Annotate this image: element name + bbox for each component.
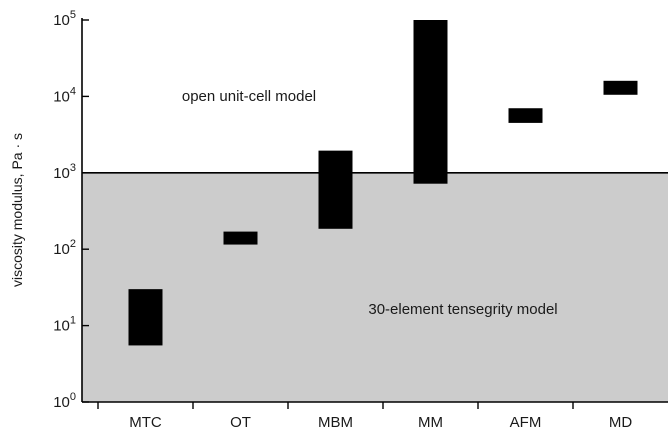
region-label-lower: 30-element tensegrity model <box>368 301 557 318</box>
x-ticks: MTC OT MBM MM AFM MD <box>97 402 632 431</box>
x-tick-label-md: MD <box>609 414 632 431</box>
x-tick-label-mm: MM <box>418 414 443 431</box>
region-label-upper: open unit-cell model <box>182 88 316 105</box>
y-tick-label-2: 102 <box>53 238 76 258</box>
range-bar-mtc <box>128 289 163 346</box>
y-tick-label-5: 105 <box>53 9 76 29</box>
range-bar-mbm <box>318 150 353 229</box>
range-bar-afm <box>508 108 543 123</box>
x-tick-label-mbm: MBM <box>318 414 353 431</box>
range-bar-mm <box>413 20 448 184</box>
x-tick-label-mtc: MTC <box>129 414 162 431</box>
x-tick-label-ot: OT <box>230 414 251 431</box>
lower-region-shade <box>82 172 668 402</box>
range-bar-ot <box>223 231 258 245</box>
range-bar-md <box>603 80 638 95</box>
y-ticks: 100 101 102 103 104 105 <box>53 9 89 411</box>
range-bars <box>128 20 638 346</box>
y-tick-label-0: 100 <box>53 391 76 411</box>
y-tick-label-4: 104 <box>53 85 76 105</box>
x-tick-label-afm: AFM <box>510 414 542 431</box>
y-axis-label: viscosity modulus, Pa · s <box>9 133 25 287</box>
y-tick-label-3: 103 <box>53 162 76 182</box>
y-tick-label-1: 101 <box>53 315 76 335</box>
